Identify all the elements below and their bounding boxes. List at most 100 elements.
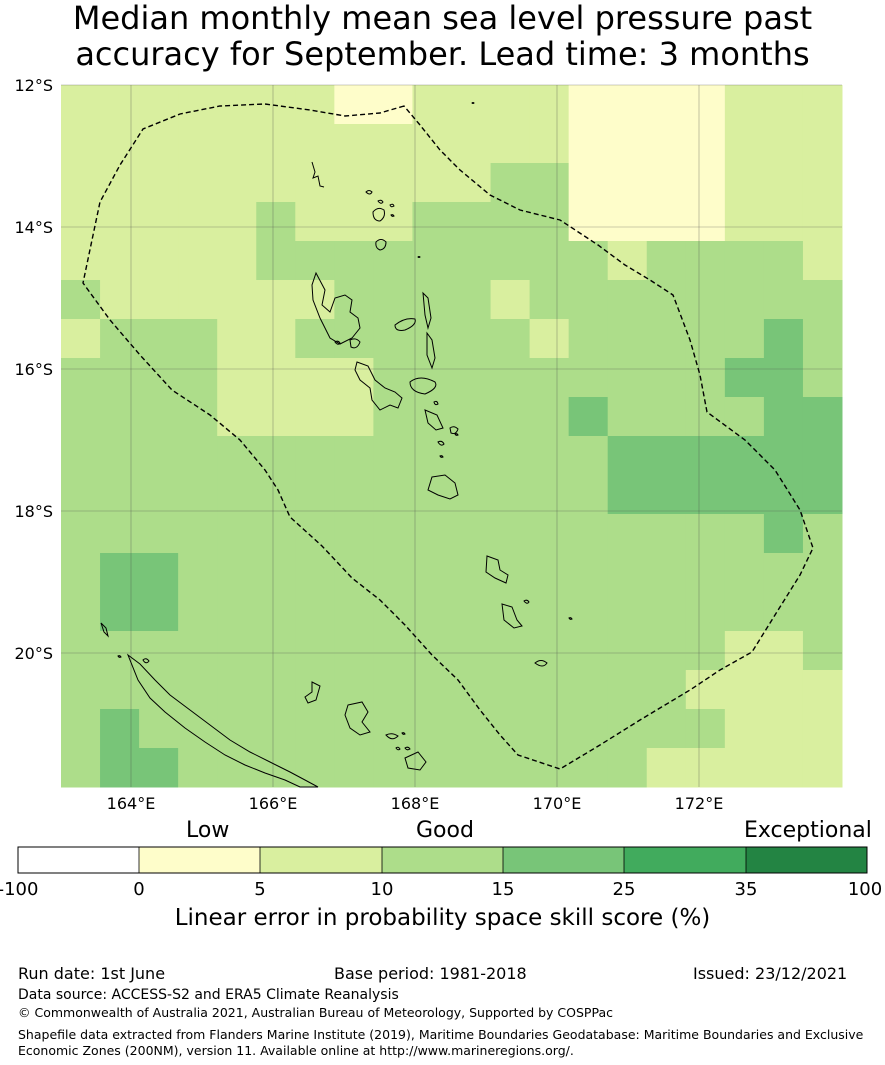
grid-cell xyxy=(529,202,570,242)
grid-cell xyxy=(490,163,531,203)
island-maré-east xyxy=(404,751,427,771)
grid-cell xyxy=(802,202,843,242)
grid-cell xyxy=(100,202,140,242)
grid-cell xyxy=(178,475,218,515)
grid-cell xyxy=(412,709,452,749)
grid-cell xyxy=(685,319,726,359)
grid-cell xyxy=(763,358,804,398)
grid-cell xyxy=(178,592,218,632)
run-date: Run date: 1st June xyxy=(18,964,166,983)
grid-cell xyxy=(490,85,531,125)
grid-cell xyxy=(295,436,335,476)
grid-cell xyxy=(256,670,296,710)
grid-cell xyxy=(646,358,687,398)
island-paama xyxy=(433,400,439,406)
island-loyalty-ouvea xyxy=(304,681,321,704)
grid-cell xyxy=(802,670,843,710)
grid-cell xyxy=(139,163,179,203)
grid-cell xyxy=(646,163,687,203)
grid-cell xyxy=(61,631,101,671)
grid-cell xyxy=(568,475,609,515)
grid-cell xyxy=(256,85,296,125)
grid-cell xyxy=(373,670,413,710)
grid-cell xyxy=(763,319,804,359)
grid-cell xyxy=(178,85,218,125)
grid-cell xyxy=(295,631,335,671)
grid-cell xyxy=(61,436,101,476)
grid-cell xyxy=(490,709,531,749)
grid-cell xyxy=(100,709,140,749)
grid-cell xyxy=(763,85,804,125)
grid-cell xyxy=(607,670,648,710)
grid-cell xyxy=(139,514,179,554)
colorbar-label: Linear error in probability space skill … xyxy=(174,905,711,931)
grid-cell xyxy=(451,241,492,281)
grid-cell xyxy=(217,670,257,710)
grid-cell xyxy=(763,241,804,281)
grid-cell xyxy=(373,631,413,671)
grid-cell xyxy=(724,670,765,710)
grid-cell xyxy=(568,748,609,788)
grid-cell xyxy=(139,631,179,671)
grid-cell xyxy=(646,514,687,554)
grid-cell xyxy=(802,709,843,749)
grid-cell xyxy=(724,709,765,749)
grid-cell xyxy=(256,631,296,671)
grid-cell xyxy=(802,241,843,281)
grid-cell xyxy=(178,748,218,788)
grid-cell xyxy=(217,436,257,476)
grid-cell xyxy=(451,163,492,203)
grid-cell xyxy=(295,85,335,125)
grid-cell xyxy=(256,748,296,788)
grid-cell xyxy=(217,553,257,593)
grid-cell xyxy=(61,358,101,398)
grid-cell xyxy=(568,670,609,710)
grid-cell xyxy=(100,358,140,398)
grid-cell xyxy=(568,709,609,749)
grid-cell xyxy=(178,358,218,398)
grid-cell xyxy=(568,202,609,242)
lon-label-168e: 168°E xyxy=(391,794,440,813)
grid-cell xyxy=(61,514,101,554)
grid-cell xyxy=(100,592,140,632)
grid-cell xyxy=(256,241,296,281)
grid-cell xyxy=(607,163,648,203)
grid-cell xyxy=(724,592,765,632)
island-malekula xyxy=(354,361,403,411)
colorbar-tick-25: 25 xyxy=(613,879,636,900)
grid-cell xyxy=(724,358,765,398)
grid-cell xyxy=(256,163,296,203)
grid-cell xyxy=(100,514,140,554)
grid-cell xyxy=(607,553,648,593)
grid-cell xyxy=(295,358,335,398)
grid-cell xyxy=(607,85,648,125)
grid-cell xyxy=(607,124,648,164)
grid-cell xyxy=(490,319,531,359)
grid-cell xyxy=(178,514,218,554)
grid-cell xyxy=(295,280,335,320)
grid-cell xyxy=(646,553,687,593)
grid-cell xyxy=(139,709,179,749)
grid-cell xyxy=(334,397,374,437)
grid-cell xyxy=(256,592,296,632)
grid-cell xyxy=(568,319,609,359)
grid-cell xyxy=(763,670,804,710)
grid-cell xyxy=(529,124,570,164)
grid-cell xyxy=(607,319,648,359)
grid-cell xyxy=(490,436,531,476)
grid-cell xyxy=(61,280,101,320)
grid-cell xyxy=(295,514,335,554)
grid-cell xyxy=(607,748,648,788)
grid-cell xyxy=(61,670,101,710)
grid-cell xyxy=(646,319,687,359)
grid-cell xyxy=(295,475,335,515)
grid-cell xyxy=(334,514,374,554)
island-futuna xyxy=(568,617,573,620)
grid-cell xyxy=(412,202,452,242)
island-small-banks xyxy=(375,239,387,251)
grid-cell xyxy=(100,670,140,710)
grid-cell xyxy=(139,670,179,710)
grid-cell xyxy=(529,397,570,437)
grid-cell xyxy=(217,124,257,164)
